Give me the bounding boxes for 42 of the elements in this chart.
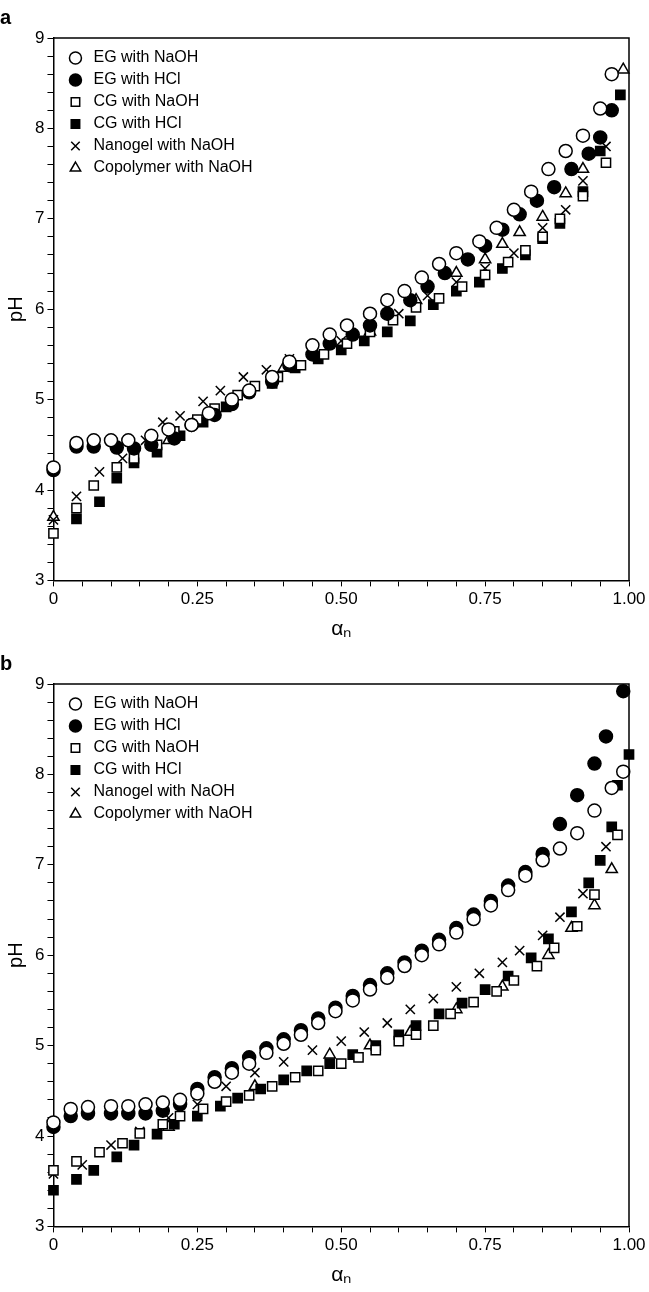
y-tick-label: 8 [34, 118, 45, 138]
legend-label: EG with NaOH [93, 694, 199, 712]
x-tick-label: 0.50 [324, 589, 358, 609]
y-tick-label: 9 [34, 673, 45, 693]
legend-label: Nanogel with NaOH [93, 782, 235, 800]
legend-label: EG with NaOH [93, 48, 199, 66]
legend-label: CG with NaOH [93, 92, 200, 110]
y-axis-title: pH [3, 942, 26, 968]
x-tick-label: 0.50 [324, 1235, 358, 1255]
legend-label: EG with HCl [93, 716, 181, 734]
legend-label: CG with HCl [93, 114, 182, 132]
x-tick-label: 1.00 [612, 1235, 646, 1255]
y-tick-label: 7 [34, 208, 45, 228]
legend-label: Copolymer with NaOH [93, 804, 253, 822]
x-tick-label: 0.25 [180, 1235, 214, 1255]
y-tick-label: 4 [34, 479, 45, 499]
y-tick-label: 6 [34, 298, 45, 318]
y-tick-label: 5 [34, 1035, 45, 1055]
x-tick-label: 0.75 [468, 589, 502, 609]
legend-label: Nanogel with NaOH [93, 136, 235, 154]
y-tick-label: 3 [34, 570, 45, 590]
y-tick-label: 5 [34, 389, 45, 409]
y-tick-label: 7 [34, 854, 45, 874]
x-tick-label: 0.75 [468, 1235, 502, 1255]
y-tick-label: 6 [34, 944, 45, 964]
y-tick-label: 3 [34, 1216, 45, 1236]
x-tick-label: 0.25 [180, 589, 214, 609]
x-axis-title: αₙ [331, 1262, 352, 1286]
legend-label: EG with HCl [93, 70, 181, 88]
chart-title: a [0, 5, 12, 28]
y-axis-title: pH [3, 296, 26, 322]
y-tick-label: 9 [34, 27, 45, 47]
x-tick-label: 0 [48, 1235, 59, 1255]
x-tick-label: 1.00 [612, 589, 646, 609]
chart-title: b [0, 651, 13, 674]
x-axis-title: αₙ [331, 616, 352, 640]
legend-label: CG with NaOH [93, 738, 200, 756]
legend-label: Copolymer with NaOH [93, 158, 253, 176]
y-tick-label: 8 [34, 764, 45, 784]
legend-label: CG with HCl [93, 760, 182, 778]
y-tick-label: 4 [34, 1125, 45, 1145]
x-tick-label: 0 [48, 589, 59, 609]
